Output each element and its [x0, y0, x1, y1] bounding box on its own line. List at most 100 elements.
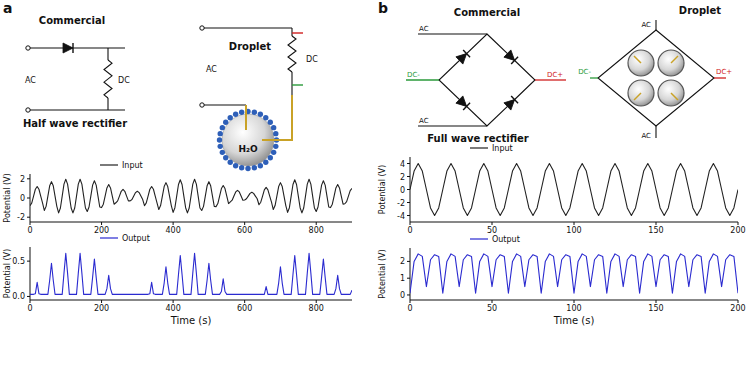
x-tick: [738, 222, 739, 225]
wire: [418, 33, 487, 34]
plot-area: [410, 164, 738, 216]
series-line: [410, 254, 738, 293]
diode-bar: [511, 57, 518, 64]
electrode: [262, 95, 292, 140]
droplet: [658, 50, 684, 76]
y-tick-label: 0.5: [12, 257, 25, 266]
x-tick: [101, 222, 102, 225]
diode-body: [456, 50, 470, 64]
lipid: [228, 115, 233, 120]
y-tick: [27, 261, 30, 262]
lipid: [228, 160, 233, 165]
wire: [590, 77, 598, 78]
output-label: DC: [118, 76, 130, 85]
x-tick: [574, 300, 575, 303]
input-label: AC: [419, 117, 429, 125]
x-tick-label: 0: [27, 304, 32, 313]
wire: [30, 109, 125, 110]
y-tick: [407, 278, 410, 279]
plot-area: [30, 179, 352, 213]
diode-body: [504, 96, 518, 110]
wire: [535, 79, 566, 80]
y-tick-label: 0: [20, 194, 25, 203]
y-tick-label: 2: [20, 175, 25, 184]
lipid: [252, 110, 257, 115]
lipid: [271, 150, 276, 155]
y-tick: [27, 178, 30, 179]
y-tick-label: 0: [400, 186, 405, 195]
terminal: [26, 108, 30, 112]
wire: [406, 79, 439, 80]
plot-area: [410, 254, 738, 293]
x-tick: [574, 222, 575, 225]
diagram-title: Commercial: [39, 15, 105, 26]
bridge: [598, 30, 714, 126]
output-label: DC-: [407, 71, 420, 79]
y-tick: [407, 163, 410, 164]
input-label: AC: [641, 21, 651, 29]
y-axis-label: Potential (V): [378, 249, 387, 298]
lipid: [263, 115, 268, 120]
y-tick-label: 2: [400, 257, 405, 266]
terminal: [26, 46, 30, 50]
diode-body: [63, 43, 73, 53]
droplet: [658, 80, 684, 106]
x-tick-label: 100: [566, 226, 581, 235]
diagram-title: Droplet: [229, 41, 271, 52]
x-tick-label: 0: [27, 226, 32, 235]
diode: [63, 43, 73, 53]
wire: [655, 126, 656, 138]
x-tick: [316, 300, 317, 303]
x-axis: [30, 300, 352, 301]
droplet-label: H₂O: [238, 144, 257, 154]
lipid: [252, 165, 257, 170]
legend-label: Output: [492, 235, 520, 244]
plot-area: [30, 253, 352, 294]
y-tick: [27, 198, 30, 199]
legend-swatch: [470, 147, 488, 148]
y-axis-label: Potential (V): [3, 249, 12, 298]
resistor: [288, 36, 296, 72]
diode-bar: [463, 50, 470, 57]
lipid: [220, 125, 225, 130]
x-tick-label: 400: [165, 226, 180, 235]
dc-plus-stub: [292, 32, 303, 33]
legend-label: Input: [492, 144, 513, 153]
wire: [204, 104, 246, 105]
x-tick-label: 0: [407, 226, 412, 235]
x-tick: [492, 300, 493, 303]
x-tick-label: 200: [730, 226, 745, 235]
y-tick: [407, 189, 410, 190]
electrode: [671, 93, 678, 100]
lipid: [239, 110, 244, 115]
x-tick-label: 150: [648, 304, 663, 313]
lipid: [268, 155, 273, 160]
x-tick-label: 600: [237, 304, 252, 313]
x-tick-label: 800: [309, 304, 324, 313]
y-tick-label: 0: [400, 291, 405, 300]
x-tick-label: 0: [407, 304, 412, 313]
wire: [655, 20, 656, 30]
x-tick: [656, 222, 657, 225]
x-tick: [316, 222, 317, 225]
lipid: [218, 144, 223, 149]
electrode: [671, 56, 678, 63]
lipid: [220, 150, 225, 155]
y-tick-label: 2: [400, 173, 405, 182]
x-tick-label: 800: [309, 226, 324, 235]
droplet: [628, 50, 654, 76]
electrode: [634, 56, 641, 63]
chart: -4-2024050100150200Potential (V)Input: [378, 144, 746, 235]
resistor: [104, 60, 112, 98]
output-label: DC+: [716, 68, 732, 76]
x-tick: [738, 300, 739, 303]
x-tick-label: 200: [94, 304, 109, 313]
x-tick: [173, 222, 174, 225]
x-tick: [30, 300, 31, 303]
electrode: [245, 105, 247, 130]
chart: -2020200400600800Potential (V)Input: [3, 161, 352, 235]
chart: 012050100150200Potential (V)Time (s)Outp…: [378, 235, 746, 326]
y-tick-label: -4: [397, 212, 405, 221]
diode-body: [456, 96, 470, 110]
wire: [714, 77, 726, 78]
